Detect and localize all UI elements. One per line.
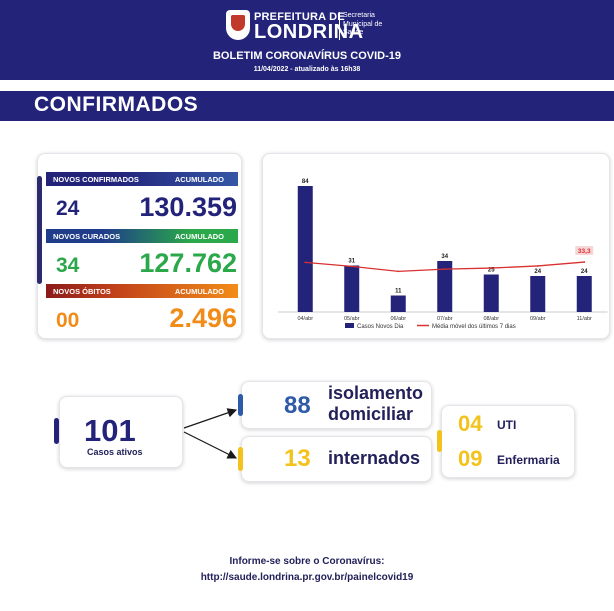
x-tick-label-5: 09/abr xyxy=(530,316,546,322)
bar-0 xyxy=(297,186,313,312)
bar-5 xyxy=(530,276,546,312)
stats-accent-bar xyxy=(37,176,42,284)
confirmed-new-value: 24 xyxy=(56,197,80,220)
city-logo: PREFEITURA DE LONDRINA Secretaria Munici… xyxy=(226,8,396,43)
x-tick-label-1: 05/abr xyxy=(344,316,360,322)
moving-average-point-6 xyxy=(583,261,586,263)
legend-bar-swatch xyxy=(345,323,354,328)
bar-value-label-1: 31 xyxy=(348,259,355,265)
x-tick-label-3: 07/abr xyxy=(437,316,453,322)
bar-value-label-4: 25 xyxy=(488,268,495,274)
arrow-to-isolation xyxy=(183,408,238,429)
bulletin-title: BOLETIM CORONAVÍRUS COVID-19 xyxy=(212,50,402,62)
active-cases-card xyxy=(59,396,183,468)
x-tick-label-0: 04/abr xyxy=(297,316,313,322)
recovered-total-value: 127.762 xyxy=(139,248,237,278)
confirmed-label: NOVOS CONFIRMADOS xyxy=(53,175,139,184)
x-tick-label-2: 06/abr xyxy=(390,316,406,322)
bar-value-label-3: 34 xyxy=(441,254,448,260)
bar-2 xyxy=(390,295,406,312)
confirmed-total-value: 130.359 xyxy=(139,192,237,222)
hospitalized-value: 13 xyxy=(284,445,311,472)
logo-main-text: LONDRINA xyxy=(254,21,364,43)
isolation-card xyxy=(241,381,432,429)
x-tick-label-4: 08/abr xyxy=(483,316,499,322)
section-title: CONFIRMADOS xyxy=(34,93,199,116)
icu-label: UTI xyxy=(497,418,517,432)
hospitalized-accent-bar xyxy=(238,447,243,471)
arrow-to-hospitalized xyxy=(183,431,238,459)
moving-average-point-4 xyxy=(490,267,493,269)
deaths-label: NOVOS ÓBITOS xyxy=(53,287,111,296)
daily-cases-chart: 84 04/abr 31 05/abr 11 06/abr 34 07/abr 25 08/abr… xyxy=(278,179,608,330)
active-cases-value: 101 xyxy=(84,413,136,448)
hospitalized-label: internados xyxy=(328,448,421,468)
active-accent-bar xyxy=(54,418,59,444)
logo-top-text: PREFEITURA DE xyxy=(254,11,345,23)
legend-line-label: Média móvel dos últimos 7 dias xyxy=(432,324,516,330)
icu-value: 04 xyxy=(458,411,483,436)
bar-value-label-0: 84 xyxy=(302,179,309,185)
logo-divider xyxy=(339,12,340,40)
isolation-value: 88 xyxy=(284,392,311,419)
moving-average-point-1 xyxy=(350,265,353,268)
header-banner: PREFEITURA DE LONDRINA Secretaria Munici… xyxy=(0,0,614,80)
recovered-header-strip: NOVOS CURADOS ACUMULADO xyxy=(46,229,238,243)
moving-average-annotation-box xyxy=(575,246,594,256)
bar-6 xyxy=(576,276,592,312)
ward-value: 09 xyxy=(458,446,483,471)
hospital-accent-bar xyxy=(437,430,442,452)
bar-value-label-2: 11 xyxy=(395,289,402,295)
confirmed-acc-label: ACUMULADO xyxy=(174,175,224,184)
moving-average-point-3 xyxy=(443,268,446,270)
isolation-accent-bar xyxy=(238,394,243,416)
footer-info-line: Informe-se sobre o Coronavírus: xyxy=(229,556,385,567)
deaths-header-strip: NOVOS ÓBITOS ACUMULADO xyxy=(46,284,238,298)
recovered-acc-label: ACUMULADO xyxy=(174,232,224,241)
ward-label: Enfermaria xyxy=(497,453,560,467)
bar-1 xyxy=(344,265,360,312)
isolation-label-line2: domiciliar xyxy=(328,404,414,424)
deaths-acc-label: ACUMULADO xyxy=(174,287,224,296)
moving-average-point-0 xyxy=(304,261,307,264)
chart-card xyxy=(262,153,610,339)
recovered-new-value: 34 xyxy=(56,254,80,277)
hospital-breakdown-card xyxy=(441,405,575,478)
moving-average-point-5 xyxy=(536,265,539,267)
deaths-total-value: 2.496 xyxy=(169,303,237,333)
section-band xyxy=(0,91,614,121)
footer-link[interactable]: http://saude.londrina.pr.gov.br/painelco… xyxy=(200,572,414,583)
hospitalized-card xyxy=(241,436,432,482)
isolation-label-line1: isolamento xyxy=(328,383,424,403)
recovered-label: NOVOS CURADOS xyxy=(53,232,121,241)
legend-bar-label: Casos Novos Dia xyxy=(357,324,404,330)
bar-4 xyxy=(483,274,499,312)
bar-value-label-6: 24 xyxy=(581,269,588,275)
moving-average-point-2 xyxy=(397,270,400,273)
coat-of-arms-icon xyxy=(226,10,250,40)
x-tick-label-6: 11/abr xyxy=(577,316,592,322)
confirmed-header-strip: NOVOS CONFIRMADOS ACUMULADO xyxy=(46,172,238,186)
logo-subtitle: Secretaria Municipal de Saúde xyxy=(343,12,383,36)
active-cases-label: Casos ativos xyxy=(87,447,143,457)
moving-average-annotation: 33,3 xyxy=(578,248,591,255)
bar-3 xyxy=(437,261,453,312)
deaths-new-value: 00 xyxy=(56,309,80,332)
bar-value-label-5: 24 xyxy=(534,269,541,275)
bulletin-date: 11/04/2022 - atualizado às 16h38 xyxy=(253,66,361,73)
